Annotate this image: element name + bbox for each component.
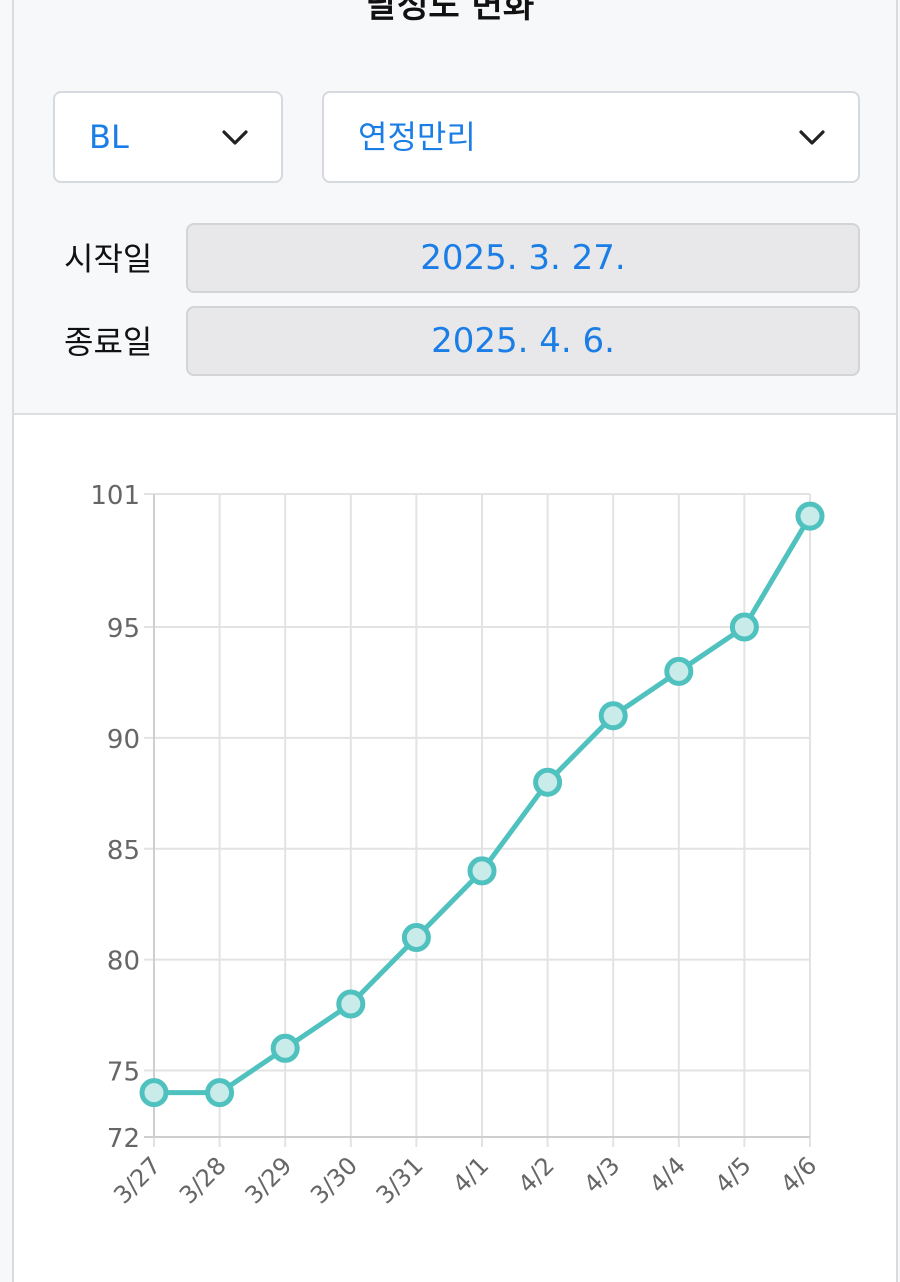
y-tick-label: 85 (107, 836, 140, 866)
data-point (336, 989, 366, 1019)
x-tick-label: 3/29 (240, 1151, 298, 1209)
data-point (664, 656, 694, 686)
y-tick-label: 75 (107, 1057, 140, 1087)
start-date-field[interactable]: 2025. 3. 27. (186, 223, 860, 293)
data-point (533, 767, 563, 797)
start-date-label: 시작일 (64, 240, 153, 278)
x-tick-label: 4/6 (775, 1151, 822, 1198)
data-point (270, 1033, 300, 1063)
data-point (467, 856, 497, 886)
data-point (729, 612, 759, 642)
y-tick-label: 80 (107, 947, 140, 977)
data-point (139, 1078, 169, 1108)
x-tick-label: 3/31 (371, 1151, 429, 1209)
y-tick-label: 95 (107, 614, 140, 644)
end-date-field[interactable]: 2025. 4. 6. (186, 306, 860, 376)
category-select[interactable]: BL (53, 91, 283, 183)
x-tick-label: 3/30 (305, 1151, 363, 1209)
page-title: 달성도 변화 (365, 0, 535, 26)
x-tick-label: 3/27 (108, 1151, 166, 1209)
chevron-down-icon (799, 130, 825, 145)
chevron-down-icon (222, 130, 248, 145)
data-point (401, 922, 431, 952)
data-point (598, 701, 628, 731)
y-tick-label: 90 (107, 725, 140, 755)
x-tick-label: 4/2 (513, 1151, 560, 1198)
x-tick-label: 3/28 (174, 1151, 232, 1209)
section-divider (12, 413, 898, 415)
location-select-value: 연정만리 (358, 118, 476, 156)
data-point (795, 501, 825, 531)
y-tick-label: 72 (107, 1124, 140, 1154)
location-select[interactable]: 연정만리 (322, 91, 860, 183)
line-chart: 72 75 80 85 90 95 101 3/27 3/28 3/29 3/30 3/31 4/1 4/… (90, 481, 825, 1209)
x-tick-label: 4/5 (710, 1151, 757, 1198)
category-select-value: BL (89, 118, 129, 156)
x-tick-label: 4/3 (578, 1151, 625, 1198)
end-date-label: 종료일 (64, 323, 153, 361)
x-tick-label: 4/4 (644, 1151, 691, 1198)
y-tick-label: 101 (90, 481, 140, 511)
chart-panel: 72 75 80 85 90 95 101 3/27 3/28 3/29 3/30 3/31 4/1 4/… (14, 415, 896, 1282)
data-point (205, 1078, 235, 1108)
x-tick-label: 4/1 (447, 1151, 494, 1198)
